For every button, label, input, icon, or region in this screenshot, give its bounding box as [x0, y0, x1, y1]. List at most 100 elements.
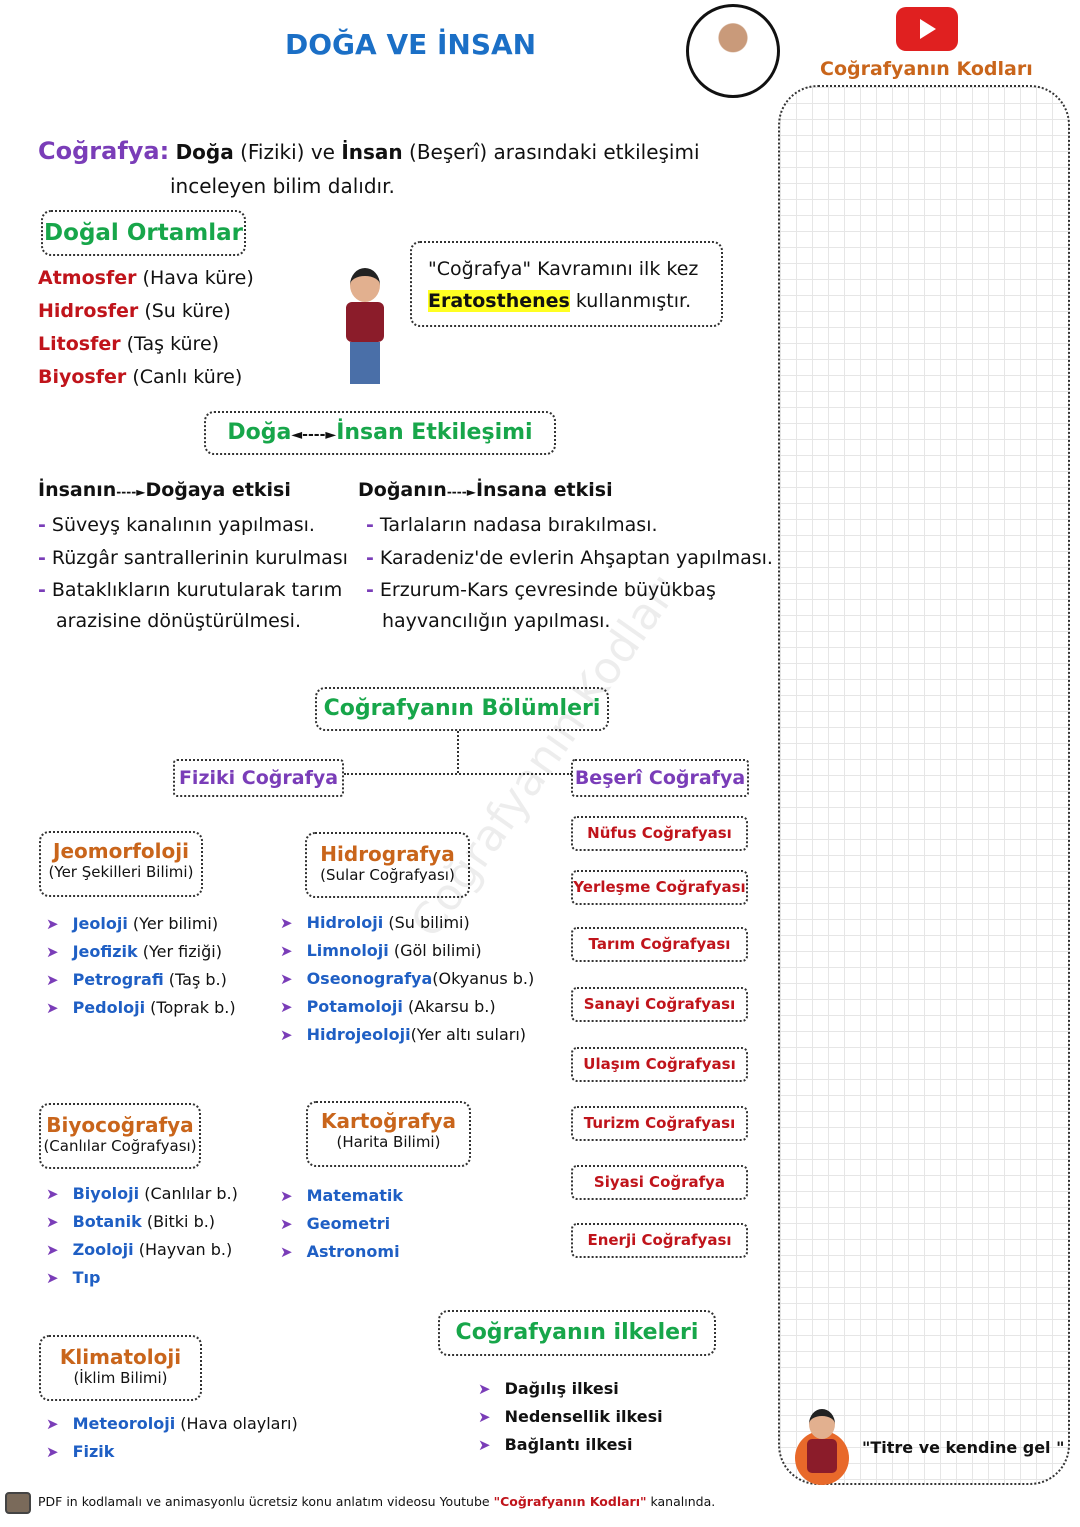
tree-connector [457, 731, 459, 773]
item-name: Atmosfer [38, 267, 137, 289]
item-desc: (Canlı küre) [132, 366, 243, 388]
jeomorfoloji-list: ➤ Jeoloji (Yer bilimi) ➤ Jeofizik (Yer fiz… [46, 914, 236, 1017]
human-geography-title: Beşerî Coğrafya [571, 759, 749, 797]
item-name: Jeoloji [72, 914, 128, 933]
item-desc: (Bitki b.) [146, 1212, 216, 1231]
page-title: DOĞA VE İNSAN [285, 28, 537, 61]
principles-title: Coğrafyanın ilkeleri [438, 1310, 716, 1356]
item-name: Litosfer [38, 333, 121, 355]
list-item: Karadeniz'de evlerin Ahşaptan yapılması. [379, 547, 773, 569]
item-name: Matematik [306, 1186, 404, 1205]
item-name: Limnoloji [306, 941, 389, 960]
tv-icon [5, 1492, 31, 1514]
footer-text: PDF in kodlamalı ve animasyonlu ücretsiz… [38, 1494, 494, 1509]
item-name: Hidroloji [306, 913, 384, 932]
sections-title: Coğrafyanın Bölümleri [315, 687, 609, 731]
item-name: Potamoloji [306, 997, 403, 1016]
interaction-right: İnsan Etkileşimi [336, 420, 533, 445]
box-title: Klimatoloji [59, 1345, 182, 1369]
youtube-play-icon[interactable] [896, 7, 958, 51]
list-item: Bataklıkların kurutularak tarım [51, 579, 343, 601]
human-branch: Ulaşım Coğrafyası [571, 1047, 748, 1082]
item-name: Zooloji [72, 1240, 134, 1259]
interaction-left: Doğa [227, 420, 292, 445]
human-branch: Tarım Coğrafyası [571, 927, 748, 962]
item-name: Astronomi [306, 1242, 400, 1261]
klimatoloji-list: ➤ Meteoroloji (Hava olayları) ➤ Fizik [46, 1414, 298, 1461]
item-desc: (Yer fiziği) [142, 942, 222, 961]
human-branch: Yerleşme Coğrafyası [571, 870, 748, 905]
item-name: Pedoloji [72, 998, 146, 1017]
box-subtitle: (Yer Şekilleri Bilimi) [48, 863, 194, 881]
item-name: Hidrosfer [38, 300, 139, 322]
box-title: Biyocoğrafya [46, 1113, 194, 1137]
natural-environments-title: Doğal Ortamlar [41, 210, 246, 256]
definition-term: Coğrafya: [38, 137, 170, 165]
list-item: Nedensellik ilkesi [504, 1407, 663, 1426]
highlight-eratosthenes: Eratosthenes [428, 290, 570, 312]
human-branch: Siyasi Coğrafya [571, 1165, 748, 1200]
item-name: Biyoloji [72, 1184, 140, 1203]
text: (Beşerî) arasındaki etkileşimi [402, 140, 700, 164]
footer-note: PDF in kodlamalı ve animasyonlu ücretsiz… [38, 1494, 715, 1509]
callout-rest: kullanmıştır. [575, 290, 692, 312]
word-insan: İnsan [341, 140, 403, 164]
list-item: arazisine dönüştürülmesi. [56, 610, 302, 632]
box-subtitle: (Harita Bilimi) [336, 1133, 441, 1151]
list-item: Erzurum-Kars çevresinde büyükbaş [379, 579, 716, 601]
item-desc: (Hava olayları) [180, 1414, 298, 1433]
item-desc: (Yer bilimi) [132, 914, 219, 933]
callout-line1: "Coğrafya" Kavramını ilk kez [428, 258, 699, 280]
box-title: Hidrografya [320, 842, 455, 866]
box-title: Jeomorfoloji [53, 839, 189, 863]
physical-geography-title: Fiziki Coğrafya [173, 759, 344, 797]
nature-effect: Doğanın----►İnsana etkisi - Tarlaların na… [358, 479, 773, 632]
kartografya-box: Kartoğrafya (Harita Bilimi) [306, 1101, 471, 1167]
notes-panel [778, 85, 1070, 1485]
footer-channel: "Coğrafyanın Kodları" [493, 1494, 647, 1509]
human-effect: İnsanın----►Doğaya etkisi - Süveyş kanalı… [38, 479, 348, 632]
item-desc: (Taş b.) [168, 970, 227, 989]
principles-list: ➤ Dağılış ilkesi ➤ Nedensellik ilkesi ➤ Bağ… [478, 1379, 663, 1454]
item-name: Jeofizik [72, 942, 138, 961]
item-desc: (Hava küre) [142, 267, 254, 289]
item-name: Geometri [306, 1214, 391, 1233]
text: (Fiziki) ve [233, 140, 342, 164]
list-item: Tarlaların nadasa bırakılması. [379, 514, 658, 536]
jeomorfoloji-box: Jeomorfoloji (Yer Şekilleri Bilimi) [39, 831, 203, 897]
item-desc: (Su bilimi) [388, 913, 470, 932]
human-branch: Turizm Coğrafyası [571, 1106, 748, 1141]
item-name: Hidrojeoloji [306, 1025, 411, 1044]
definition-line2: inceleyen bilim dalıdır. [170, 174, 395, 198]
item-name: Oseonografya [306, 969, 433, 988]
item-desc: (Okyanus b.) [432, 969, 535, 988]
box-subtitle: (İklim Bilimi) [73, 1369, 168, 1387]
item-desc: (Hayvan b.) [138, 1240, 233, 1259]
item-name: Fizik [72, 1442, 115, 1461]
label: İnsana etkisi [475, 479, 613, 501]
item-desc: (Taş küre) [126, 333, 220, 355]
box-subtitle: (Sular Coğrafyası) [320, 866, 455, 884]
author-avatar [686, 4, 780, 98]
natural-list: Atmosfer (Hava küre) Hidrosfer (Su küre)… [38, 262, 254, 394]
list-item: Bağlantı ilkesi [504, 1435, 633, 1454]
kartografya-list: ➤ Matematik ➤ Geometri ➤ Astronomi [280, 1186, 404, 1261]
definition: Coğrafya: Doğa (Fiziki) ve İnsan (Beşerî… [38, 134, 700, 203]
biyocografya-box: Biyocoğrafya (Canlılar Coğrafyası) [39, 1103, 201, 1169]
footer-text: kanalında. [646, 1494, 716, 1509]
item-desc: (Yer altı suları) [410, 1025, 527, 1044]
item-desc: (Canlılar b.) [144, 1184, 238, 1203]
human-branch: Enerji Coğrafyası [571, 1223, 748, 1258]
label: İnsanın [38, 479, 117, 501]
item-name: Meteoroloji [72, 1414, 176, 1433]
hidrografya-list: ➤ Hidroloji (Su bilimi) ➤ Limnoloji (Göl b… [280, 913, 535, 1044]
item-desc: (Akarsu b.) [407, 997, 496, 1016]
item-name: Botanik [72, 1212, 142, 1231]
item-name: Tıp [72, 1268, 101, 1287]
mascot-illustration [795, 1405, 849, 1485]
channel-name: Coğrafyanın Kodları [820, 58, 1033, 80]
list-item: hayvancılığın yapılması. [382, 610, 611, 632]
box-subtitle: (Canlılar Coğrafyası) [43, 1137, 197, 1155]
human-branch: Nüfus Coğrafyası [571, 816, 748, 851]
character-illustration [338, 268, 396, 388]
